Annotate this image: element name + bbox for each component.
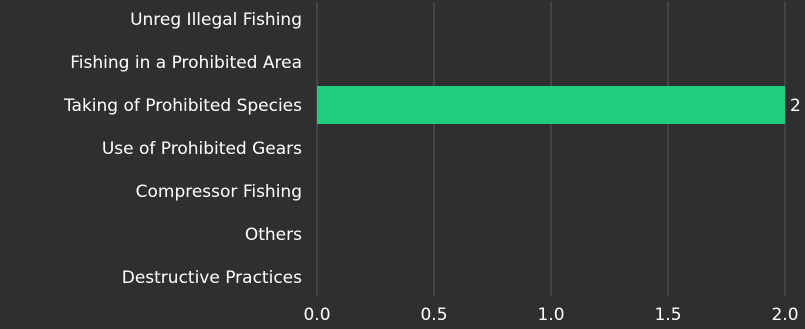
category-label: Taking of Prohibited Species — [63, 96, 302, 116]
x-tick-label: 1.5 — [654, 305, 681, 325]
category-label: Use of Prohibited Gears — [102, 139, 302, 159]
x-tick-label: 2.0 — [771, 305, 798, 325]
value-axis: 0.0 0.5 1.0 1.5 2.0 — [303, 305, 798, 325]
category-label: Destructive Practices — [122, 268, 302, 288]
x-tick-label: 0.5 — [420, 305, 447, 325]
category-label: Fishing in a Prohibited Area — [70, 53, 302, 73]
data-labels: 2 — [790, 96, 801, 116]
category-label: Compressor Fishing — [136, 182, 302, 202]
bar — [317, 85, 785, 124]
category-label: Others — [245, 225, 302, 245]
bars — [317, 85, 785, 124]
x-tick-label: 1.0 — [537, 305, 564, 325]
grid — [316, 2, 786, 296]
category-axis: Unreg Illegal Fishing Fishing in a Prohib… — [63, 10, 302, 288]
x-tick-label: 0.0 — [303, 305, 330, 325]
category-label: Unreg Illegal Fishing — [130, 10, 302, 30]
data-label: 2 — [790, 96, 801, 116]
